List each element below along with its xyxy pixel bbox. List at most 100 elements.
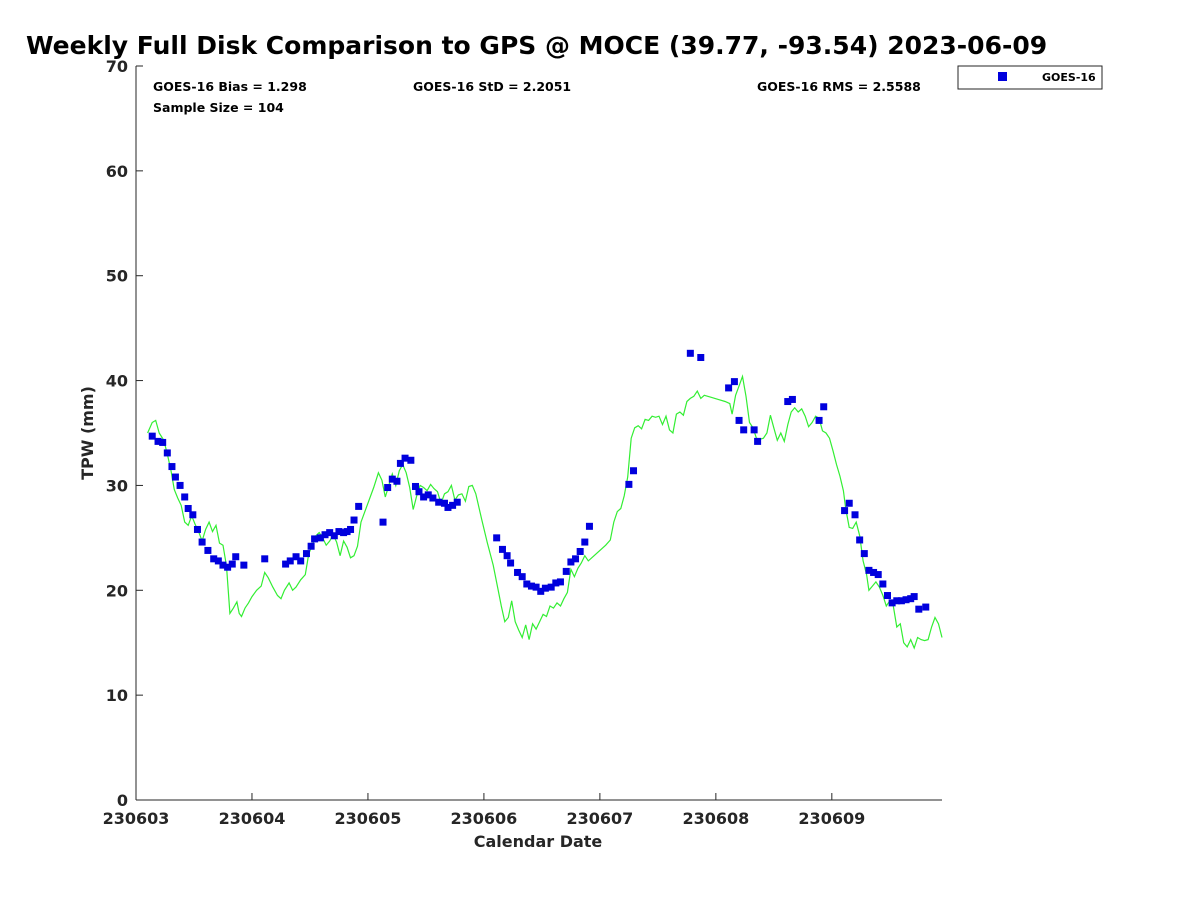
- goes-point: [567, 558, 575, 566]
- goes-point: [740, 426, 748, 434]
- goes-point: [411, 482, 419, 490]
- goes-point: [335, 528, 343, 536]
- goes-point: [154, 437, 162, 445]
- goes-point: [784, 398, 792, 406]
- goes-point: [820, 403, 828, 411]
- x-tick-label: 230609: [798, 809, 865, 828]
- goes-point: [547, 583, 555, 591]
- goes-point: [311, 535, 319, 543]
- goes-point: [396, 459, 404, 467]
- goes-point: [845, 499, 853, 507]
- goes-point: [307, 542, 315, 550]
- goes-point: [902, 596, 910, 604]
- bias-stat: GOES-16 Bias = 1.298: [153, 79, 307, 94]
- y-tick-label: 30: [106, 476, 128, 495]
- goes-point: [401, 454, 409, 462]
- goes-point: [883, 592, 891, 600]
- goes-point: [870, 568, 878, 576]
- x-tick-label: 230607: [566, 809, 633, 828]
- goes-series: [148, 349, 930, 613]
- goes-point: [750, 426, 758, 434]
- y-tick-label: 10: [106, 686, 128, 705]
- goes-point: [754, 437, 762, 445]
- goes-point: [572, 555, 580, 563]
- goes-point: [815, 416, 823, 424]
- goes-point: [168, 463, 176, 471]
- goes-point: [686, 349, 694, 357]
- goes-point: [193, 525, 201, 533]
- x-tick-label: 230606: [451, 809, 518, 828]
- goes-point: [888, 599, 896, 607]
- y-tick-label: 40: [106, 372, 128, 391]
- goes-point: [860, 550, 868, 558]
- goes-point: [429, 494, 437, 502]
- goes-point: [388, 475, 396, 483]
- goes-point: [321, 531, 329, 539]
- goes-point: [415, 488, 423, 496]
- goes-point: [697, 354, 705, 362]
- goes-point: [184, 504, 192, 512]
- goes-point: [435, 498, 443, 506]
- x-tick-label: 230603: [103, 809, 170, 828]
- goes-point: [725, 384, 733, 392]
- goes-point: [527, 582, 535, 590]
- goes-point: [552, 579, 560, 587]
- goes-point: [292, 553, 300, 561]
- x-ticks: 230603 230604 230605 230606 230607 230608 2306…: [103, 793, 865, 828]
- legend-box: [957, 65, 1103, 90]
- goes-point: [286, 557, 294, 565]
- goes-point: [384, 484, 392, 492]
- goes-point: [261, 555, 269, 563]
- goes-point: [316, 534, 324, 542]
- goes-point: [326, 529, 334, 537]
- y-tick-label: 50: [106, 267, 128, 286]
- goes-point: [228, 560, 236, 568]
- goes-point: [556, 578, 564, 586]
- goes-point: [330, 532, 338, 540]
- goes-point: [541, 584, 549, 592]
- goes-point: [420, 493, 428, 501]
- goes-point: [224, 563, 232, 571]
- goes-point: [910, 593, 918, 601]
- y-ticks: 0 10 20 30 40 50 60 70: [106, 57, 143, 810]
- goes-point: [865, 566, 873, 574]
- goes-point: [181, 493, 189, 501]
- y-tick-label: 20: [106, 581, 128, 600]
- goes-point: [514, 568, 522, 576]
- goes-point: [440, 499, 448, 507]
- goes-point: [393, 477, 401, 485]
- goes-point: [788, 395, 796, 403]
- goes-point: [874, 571, 882, 579]
- legend: GOES-16: [957, 65, 1103, 90]
- plot-area: 0 10 20 30 40 50 60 70 230603 230604 230605 230606…: [103, 57, 943, 828]
- goes-point: [379, 518, 387, 526]
- rms-stat: GOES-16 RMS = 2.5588: [757, 79, 921, 94]
- goes-point: [630, 467, 638, 475]
- goes-point: [625, 480, 633, 488]
- goes-point: [176, 481, 184, 489]
- goes-point: [214, 557, 222, 565]
- goes-point: [282, 560, 290, 568]
- goes-point: [355, 502, 363, 510]
- goes-point: [350, 516, 358, 524]
- goes-point: [897, 597, 905, 605]
- goes-point: [498, 545, 506, 553]
- goes-point: [407, 456, 415, 464]
- goes-point: [302, 550, 310, 558]
- goes-point: [159, 438, 167, 446]
- goes-point: [585, 522, 593, 530]
- goes-point: [189, 511, 197, 519]
- x-tick-label: 230608: [682, 809, 749, 828]
- chart-title: Weekly Full Disk Comparison to GPS @ MOC…: [26, 31, 1047, 60]
- goes-point: [879, 580, 887, 588]
- goes-point: [240, 561, 248, 569]
- goes-point: [523, 580, 531, 588]
- x-tick-label: 230604: [219, 809, 286, 828]
- goes-point: [537, 587, 545, 595]
- goes-point: [347, 525, 355, 533]
- goes-point: [507, 559, 515, 567]
- goes-point: [148, 432, 156, 440]
- goes-point: [730, 378, 738, 386]
- goes-point: [893, 597, 901, 605]
